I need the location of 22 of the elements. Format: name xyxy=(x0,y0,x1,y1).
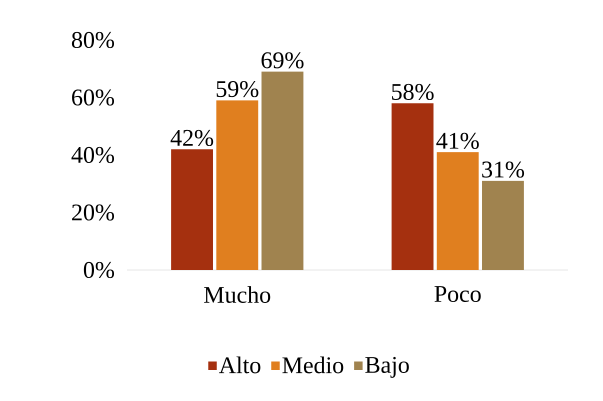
data-label: 58% xyxy=(392,84,434,100)
bar xyxy=(171,149,213,270)
data-label: 69% xyxy=(262,52,304,68)
legend-label: Alto xyxy=(218,356,260,374)
bar xyxy=(392,103,434,270)
x-tick-label: Mucho xyxy=(204,286,270,303)
bar xyxy=(262,72,304,270)
legend-label: Medio xyxy=(282,356,344,374)
y-tick-label: 0% xyxy=(84,262,114,278)
y-tick-label: 80% xyxy=(72,32,114,48)
bar xyxy=(436,152,479,270)
data-label: 41% xyxy=(436,132,479,149)
y-tick-label: 40% xyxy=(71,146,114,164)
data-label: 42% xyxy=(170,130,214,146)
y-tick-label: 20% xyxy=(72,204,114,221)
data-label: 59% xyxy=(216,80,258,98)
y-tick-label: 60% xyxy=(72,89,114,106)
legend-label: Bajo xyxy=(365,356,409,378)
x-tick-label: Poco xyxy=(434,286,481,302)
data-label: 31% xyxy=(482,161,524,178)
bar xyxy=(482,180,524,270)
bar xyxy=(216,100,258,270)
